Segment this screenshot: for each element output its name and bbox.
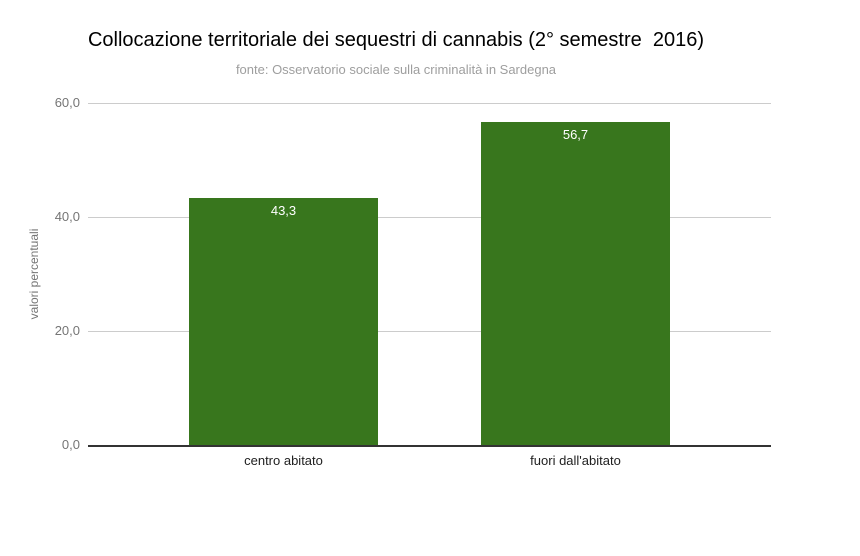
plot-area: 0,0 20,0 40,0 60,0 43,3 56,7 centro abitato fuo…: [55, 95, 771, 468]
x-category-label: fuori dall'abitato: [530, 453, 621, 468]
bar-value-label: 43,3: [270, 203, 297, 218]
y-axis-title: valori percentuali: [27, 228, 41, 320]
bar-value-label: 56,7: [562, 127, 589, 142]
bar: 56,7: [481, 122, 670, 445]
chart-subtitle: fonte: Osservatorio sociale sulla crimin…: [235, 62, 557, 77]
bar: 43,3: [189, 198, 378, 445]
x-category-label: centro abitato: [244, 453, 323, 468]
gridline: [88, 103, 771, 104]
x-axis-baseline: [88, 445, 771, 447]
y-tick-label: 60,0: [54, 95, 80, 110]
gridline: [88, 217, 771, 218]
y-tick-label: 20,0: [54, 323, 80, 338]
chart-title: Collocazione territoriale dei sequestri …: [87, 29, 705, 51]
y-tick-label: 0,0: [61, 437, 80, 452]
y-tick-label: 40,0: [54, 209, 80, 224]
gridline: [88, 331, 771, 332]
